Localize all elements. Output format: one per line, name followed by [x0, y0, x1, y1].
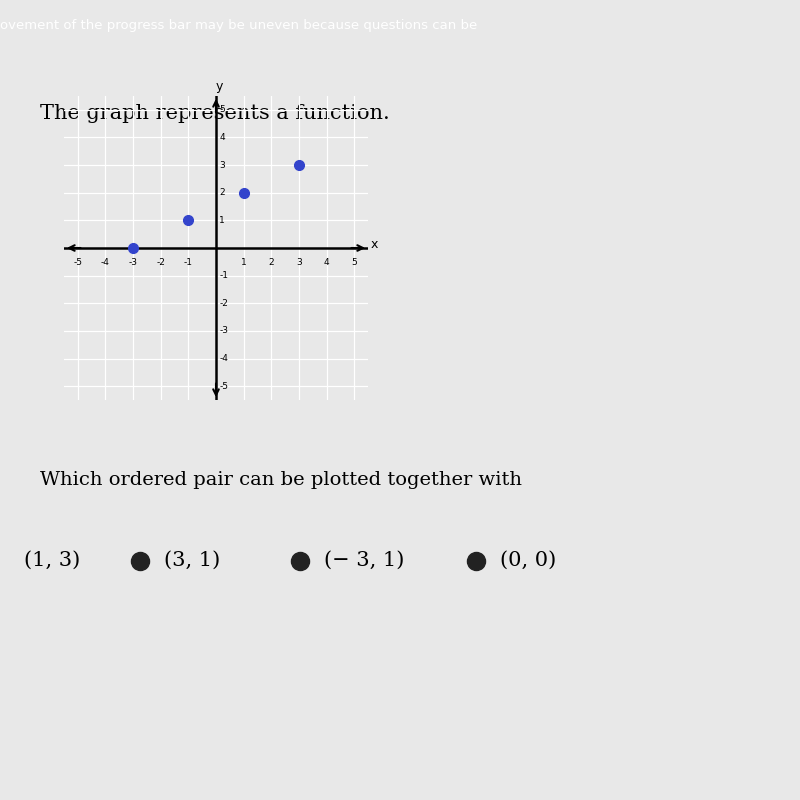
Text: ovement of the progress bar may be uneven because questions can be: ovement of the progress bar may be uneve…	[0, 19, 478, 33]
Text: The graph represents a function.: The graph represents a function.	[40, 104, 390, 123]
Text: (− 3, 1): (− 3, 1)	[324, 551, 404, 570]
Text: Which ordered pair can be plotted together with: Which ordered pair can be plotted togeth…	[40, 471, 522, 489]
Text: (0, 0): (0, 0)	[500, 551, 556, 570]
Text: 2: 2	[219, 188, 225, 198]
Text: 3: 3	[219, 161, 225, 170]
Text: 1: 1	[219, 216, 225, 225]
Text: -1: -1	[184, 258, 193, 266]
Text: -1: -1	[219, 271, 228, 280]
Text: 5: 5	[219, 106, 225, 114]
Text: (1, 3): (1, 3)	[24, 551, 80, 570]
Text: -4: -4	[219, 354, 228, 363]
Text: -3: -3	[129, 258, 138, 266]
Text: -5: -5	[219, 382, 228, 390]
Text: (3, 1): (3, 1)	[164, 551, 220, 570]
Text: 2: 2	[269, 258, 274, 266]
Text: -2: -2	[156, 258, 165, 266]
Text: -2: -2	[219, 298, 228, 308]
Text: y: y	[216, 80, 223, 94]
Text: -4: -4	[101, 258, 110, 266]
Text: 1: 1	[241, 258, 246, 266]
Text: 5: 5	[351, 258, 357, 266]
Text: -3: -3	[219, 326, 228, 335]
Text: 4: 4	[219, 133, 225, 142]
Text: 3: 3	[296, 258, 302, 266]
Text: -5: -5	[74, 258, 82, 266]
Text: x: x	[370, 238, 378, 251]
Text: 4: 4	[324, 258, 330, 266]
